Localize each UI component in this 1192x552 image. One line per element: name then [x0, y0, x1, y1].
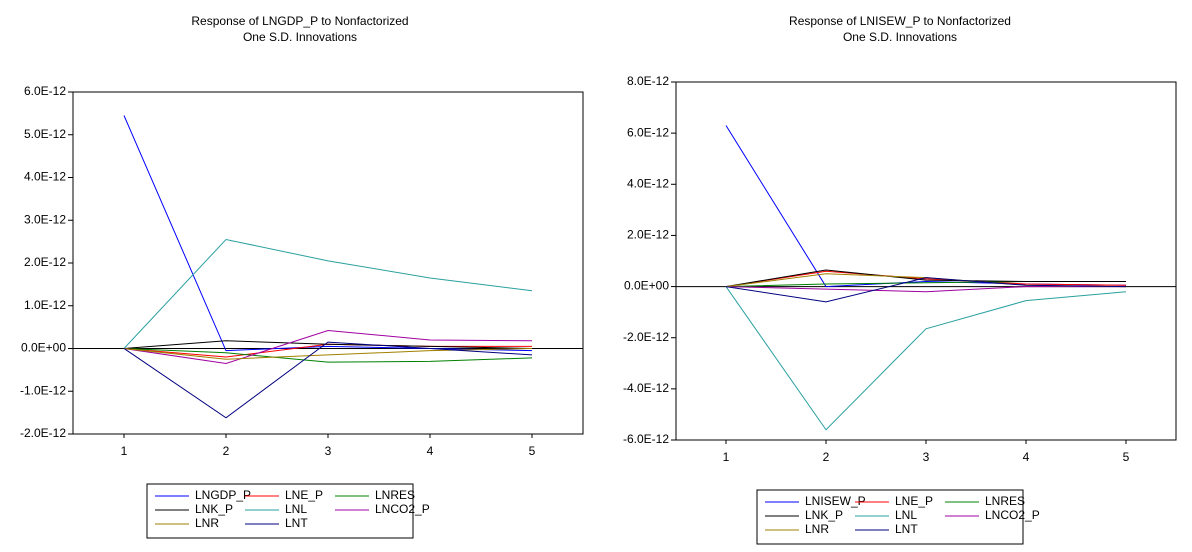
y-tick-label: -2.0E-12 — [623, 330, 669, 344]
x-tick-label: 2 — [823, 450, 830, 464]
legend-label: LNT — [895, 522, 918, 536]
x-tick-label: 3 — [923, 450, 930, 464]
y-tick-label: 4.0E-12 — [24, 170, 66, 184]
series-line — [725, 125, 1127, 288]
x-tick-label: 1 — [723, 450, 730, 464]
series-line — [123, 330, 533, 364]
legend-label: LNE_P — [285, 488, 323, 502]
plot-frame — [72, 91, 584, 435]
y-tick-label: 5.0E-12 — [24, 127, 66, 141]
x-tick-label: 4 — [1023, 450, 1030, 464]
y-tick-label: 0.0E+00 — [624, 279, 669, 293]
y-tick-label: 6.0E-12 — [627, 125, 669, 139]
y-tick-label: -6.0E-12 — [623, 432, 669, 446]
y-tick-label: 0.0E+00 — [21, 341, 66, 355]
y-tick-label: 2.0E-12 — [627, 228, 669, 242]
series-line — [123, 341, 533, 419]
legend-label: LNE_P — [895, 494, 933, 508]
series-line — [123, 348, 533, 363]
legend-label: LNK_P — [805, 508, 843, 522]
legend-label: LNK_P — [195, 502, 233, 516]
series-line — [725, 277, 1127, 303]
legend-label: LNT — [285, 516, 308, 530]
legend-label: LNGDP_P — [195, 488, 251, 502]
series-line — [123, 340, 533, 349]
legend-label: LNRES — [375, 488, 415, 502]
x-tick-label: 3 — [325, 444, 332, 458]
legend-label: LNR — [195, 516, 219, 530]
series-line — [725, 286, 1127, 431]
series-line — [123, 115, 533, 352]
legend-label: LNCO2_P — [985, 508, 1040, 522]
y-tick-label: 6.0E-12 — [24, 84, 66, 98]
series-line — [123, 348, 533, 360]
chart-title: Response of LNGDP_P to Nonfactorized — [191, 14, 408, 28]
legend-label: LNCO2_P — [375, 502, 430, 516]
legend-label: LNL — [285, 502, 307, 516]
chart-title: One S.D. Innovations — [843, 30, 957, 44]
x-tick-label: 5 — [529, 444, 536, 458]
legend-label: LNR — [805, 522, 829, 536]
legend-label: LNL — [895, 508, 917, 522]
series-line — [123, 238, 533, 349]
chart-title: Response of LNISEW_P to Nonfactorized — [789, 14, 1011, 28]
plot-frame — [675, 81, 1177, 441]
y-tick-label: -4.0E-12 — [623, 381, 669, 395]
y-tick-label: 4.0E-12 — [627, 176, 669, 190]
legend-box — [146, 483, 414, 539]
series-line — [725, 270, 1127, 288]
x-tick-label: 1 — [121, 444, 128, 458]
legend-box — [756, 489, 1024, 545]
legend-label: LNRES — [985, 494, 1025, 508]
series-line — [725, 269, 1126, 288]
y-tick-label: 3.0E-12 — [24, 212, 66, 226]
y-tick-label: 1.0E-12 — [24, 298, 66, 312]
y-tick-label: -1.0E-12 — [20, 383, 66, 397]
y-tick-label: 2.0E-12 — [24, 255, 66, 269]
x-tick-label: 4 — [427, 444, 434, 458]
chart-title: One S.D. Innovations — [243, 30, 357, 44]
y-tick-label: 8.0E-12 — [627, 74, 669, 88]
y-tick-label: -2.0E-12 — [20, 426, 66, 440]
legend-label: LNISEW_P — [805, 494, 866, 508]
x-tick-label: 5 — [1123, 450, 1130, 464]
x-tick-label: 2 — [223, 444, 230, 458]
series-line — [725, 286, 1126, 293]
